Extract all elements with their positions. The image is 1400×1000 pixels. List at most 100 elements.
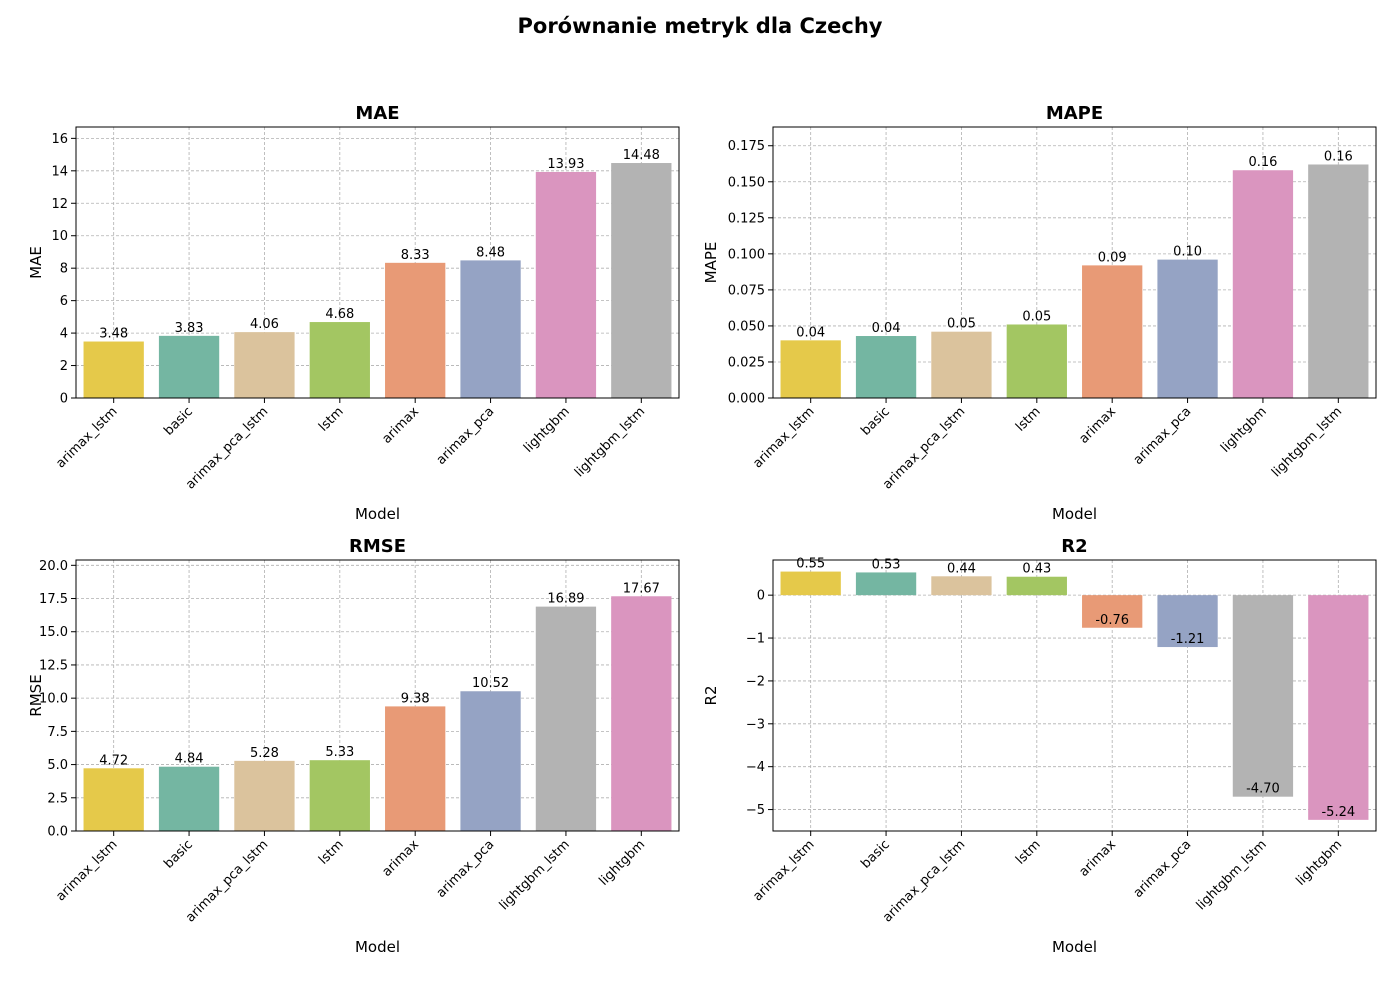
data-label: 0.53 — [872, 557, 901, 572]
y-axis-label: MAPE — [702, 242, 720, 284]
x-tick-label: arimax_pca — [1131, 404, 1195, 468]
x-axis-label: Model — [355, 505, 400, 523]
chart-panel-r2: 0.55 0.53 0.44 0.43 -0.76 -1.21 -4.70 -5.24 −5 −4… — [702, 536, 1377, 956]
y-tick-label: 15.0 — [39, 625, 68, 640]
data-label: 9.38 — [401, 691, 430, 706]
data-label: 8.33 — [401, 248, 430, 263]
data-label: -1.21 — [1171, 632, 1205, 647]
x-tick-label: arimax_pca — [434, 837, 498, 901]
bar-arimax_lstm — [83, 341, 144, 398]
x-tick-label: lstm — [316, 837, 347, 868]
bar-arimax_lstm — [83, 768, 144, 831]
x-axis-label: Model — [1052, 938, 1097, 956]
data-label: 0.16 — [1324, 149, 1353, 164]
data-label: -4.70 — [1246, 782, 1280, 797]
bar-arimax_lstm — [780, 571, 841, 596]
axes-frame — [772, 559, 1377, 832]
bar-lightgbm_lstm — [1232, 595, 1294, 797]
x-tick-label: basic — [161, 837, 195, 871]
data-label: 0.09 — [1098, 250, 1127, 265]
bar-lightgbm_lstm — [535, 606, 597, 831]
bar-arimax_pca_lstm — [234, 760, 295, 831]
data-label: 4.72 — [99, 753, 128, 768]
bars — [780, 164, 1369, 398]
x-tick-label: lstm — [1013, 837, 1044, 868]
x-tick-label: arimax_pca_lstm — [880, 837, 968, 925]
chart-panel-mae: 3.48 3.83 4.06 4.68 8.33 8.48 13.93 14.48 0 2 4 6 8 1… — [27, 103, 680, 523]
bar-arimax_pca — [460, 691, 521, 831]
y-tick-label: 2.5 — [47, 791, 68, 806]
bar-arimax_pca — [460, 260, 521, 398]
x-tick-label: lightgbm — [597, 837, 649, 889]
data-label: 4.68 — [325, 307, 354, 322]
bar-lightgbm — [1308, 595, 1369, 820]
y-tick-label: 0.000 — [728, 392, 765, 407]
x-tick-label: lightgbm — [1218, 404, 1270, 456]
data-label: 14.48 — [623, 148, 660, 163]
bar-basic — [158, 335, 220, 398]
data-label: 0.04 — [796, 325, 825, 340]
bar-arimax — [1082, 265, 1143, 398]
panel-title: MAE — [355, 103, 399, 124]
bar-arimax_lstm — [780, 340, 841, 398]
y-tick-label: 12.5 — [39, 658, 68, 673]
y-tick-label: 0.125 — [728, 211, 765, 226]
x-tick-label: arimax_pca_lstm — [183, 837, 271, 925]
y-tick-label: 5.0 — [47, 758, 68, 773]
y-tick-label: −1 — [746, 632, 765, 647]
data-label: 3.48 — [99, 327, 128, 342]
bar-lstm — [1006, 324, 1067, 398]
axes-frame — [772, 126, 1377, 399]
bar-lightgbm_lstm — [1308, 164, 1369, 398]
y-tick-label: 16 — [51, 132, 68, 147]
y-tick-label: 0.050 — [728, 319, 765, 334]
chart-panel-mape: 0.04 0.04 0.05 0.05 0.09 0.10 0.16 0.16 0.000 0.0… — [702, 103, 1377, 523]
data-label: 16.89 — [547, 592, 584, 607]
bar-lightgbm — [535, 171, 597, 398]
bar-lightgbm — [1232, 170, 1294, 398]
y-tick-label: 10.0 — [39, 692, 68, 707]
chart-panel-rmse: 4.72 4.84 5.28 5.33 9.38 10.52 16.89 17.67 0.0 2.… — [27, 536, 680, 956]
bar-lightgbm_lstm — [611, 163, 672, 398]
y-tick-label: 0 — [757, 589, 765, 604]
bar-basic — [158, 766, 220, 831]
bar-lstm — [309, 760, 370, 831]
x-tick-label: lstm — [1013, 404, 1044, 435]
data-label: 10.52 — [472, 676, 509, 691]
y-tick-label: −4 — [746, 760, 765, 775]
data-label: 0.44 — [947, 561, 976, 576]
panel-title: RMSE — [349, 536, 406, 557]
y-tick-label: 0 — [60, 392, 68, 407]
y-tick-label: −2 — [746, 674, 765, 689]
bars — [83, 163, 672, 398]
bar-lightgbm — [611, 596, 672, 831]
axes-frame — [75, 559, 680, 832]
y-tick-label: 2 — [60, 359, 68, 374]
x-tick-label: lightgbm_lstm — [1194, 837, 1270, 913]
data-label: 4.06 — [250, 317, 279, 332]
y-tick-label: 0.075 — [728, 283, 765, 298]
y-tick-label: 20.0 — [39, 559, 68, 574]
x-tick-label: basic — [161, 404, 195, 438]
data-label: 0.10 — [1173, 245, 1202, 260]
y-tick-label: 4 — [60, 327, 68, 342]
data-label: 8.48 — [476, 245, 505, 260]
bar-arimax_pca_lstm — [931, 576, 992, 596]
x-tick-label: arimax_lstm — [53, 404, 120, 471]
data-label: 0.04 — [872, 321, 901, 336]
y-axis-label: MAE — [27, 246, 45, 279]
x-tick-label: arimax — [379, 837, 422, 880]
data-label: 4.84 — [175, 752, 204, 767]
data-label: 0.43 — [1022, 562, 1051, 577]
x-tick-label: basic — [858, 837, 892, 871]
x-tick-label: arimax_lstm — [750, 404, 817, 471]
x-tick-label: arimax_lstm — [750, 837, 817, 904]
bar-arimax — [385, 706, 446, 831]
data-label: 17.67 — [623, 581, 660, 596]
data-label: 0.55 — [796, 557, 825, 572]
y-tick-label: 7.5 — [47, 725, 68, 740]
y-tick-label: 0.150 — [728, 175, 765, 190]
bar-lstm — [309, 322, 370, 398]
y-tick-label: 0.175 — [728, 139, 765, 154]
bar-arimax_pca_lstm — [234, 332, 295, 398]
